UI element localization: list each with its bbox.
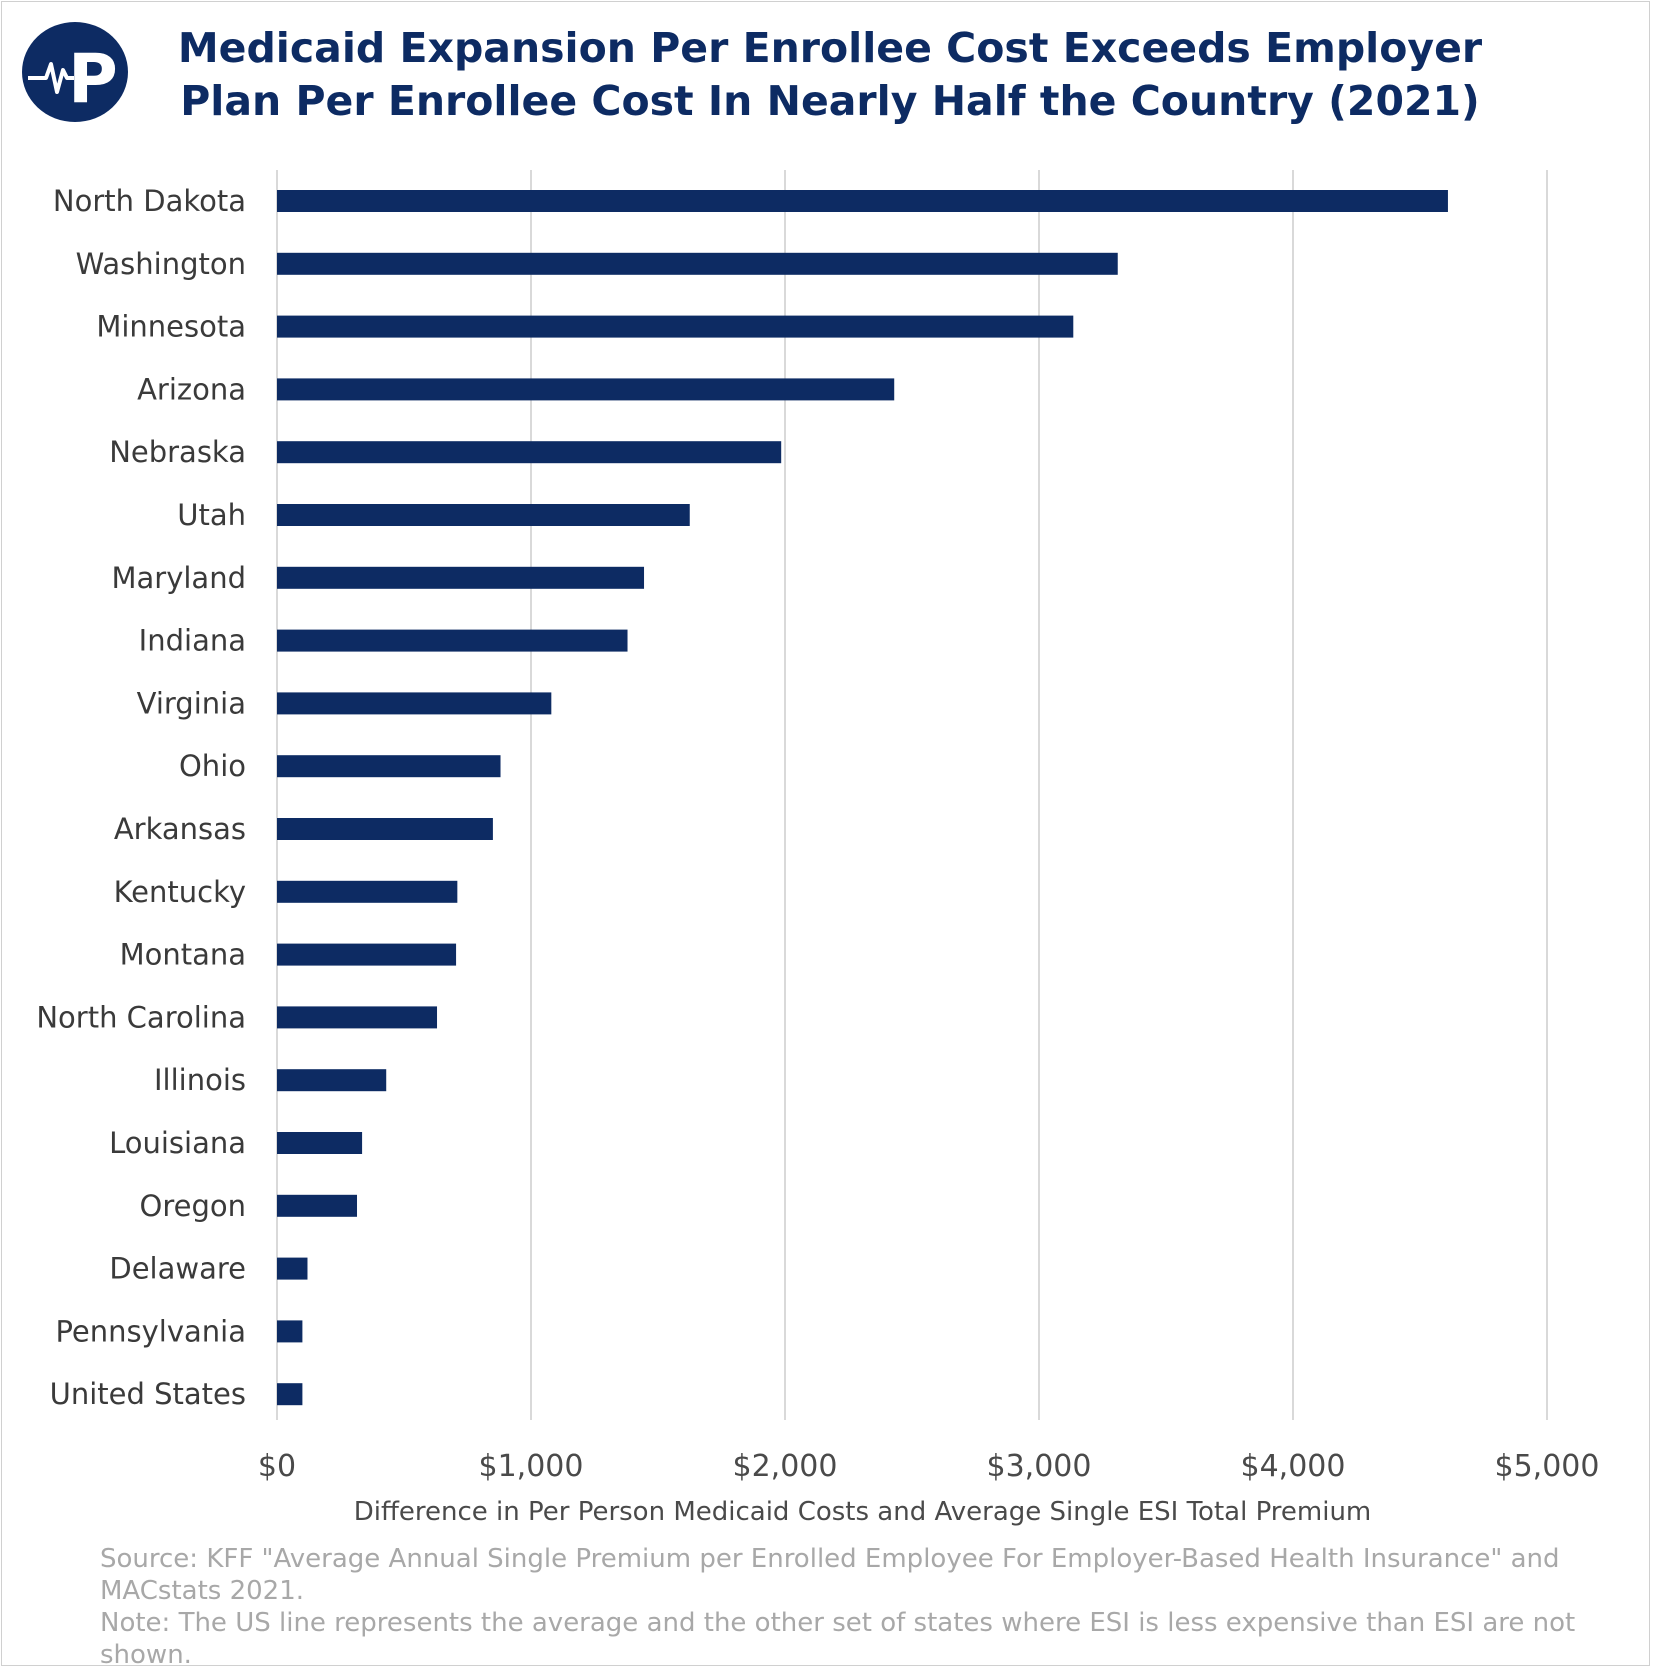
category-label: Oregon xyxy=(140,1189,246,1223)
category-label: Arizona xyxy=(137,372,246,406)
bar xyxy=(277,692,552,715)
category-label: Ohio xyxy=(179,749,246,783)
category-label: Louisiana xyxy=(109,1126,246,1160)
bar xyxy=(277,504,690,526)
bar xyxy=(277,880,458,903)
category-label: Maryland xyxy=(112,561,247,595)
category-label: Delaware xyxy=(109,1252,246,1286)
x-tick-label: $1,000 xyxy=(479,1449,584,1484)
category-label: Montana xyxy=(120,938,246,972)
bar xyxy=(277,1257,308,1280)
bar xyxy=(277,1194,358,1217)
bar xyxy=(277,818,493,840)
bar xyxy=(277,1320,303,1343)
bar xyxy=(277,441,782,464)
category-label: Utah xyxy=(177,498,246,532)
logo-letter: P xyxy=(68,40,118,119)
bar xyxy=(277,252,1118,275)
category-label: North Carolina xyxy=(36,1000,246,1034)
category-label: Illinois xyxy=(154,1063,246,1097)
chart-title-line-2: Plan Per Enrollee Cost In Nearly Half th… xyxy=(180,77,1480,125)
category-label: Kentucky xyxy=(114,875,246,909)
category-label: Arkansas xyxy=(114,812,246,846)
bar xyxy=(277,1069,387,1092)
x-axis-title-text: Difference in Per Person Medicaid Costs … xyxy=(353,1497,1372,1527)
bars xyxy=(277,190,1448,1406)
gridlines xyxy=(276,170,1548,1420)
category-label: Nebraska xyxy=(109,435,246,469)
x-axis-title: Difference in Per Person Medicaid Costs … xyxy=(0,1497,1653,1527)
bar xyxy=(277,315,1074,338)
bar xyxy=(277,629,628,652)
category-label: North Dakota xyxy=(53,184,246,218)
category-label: Minnesota xyxy=(96,310,246,344)
source-notes: Source: KFF "Average Annual Single Premi… xyxy=(100,1543,1640,1671)
x-tick-labels: $0 $1,000 $2,000 $3,000 $4,000 $5,000 xyxy=(258,1449,1600,1484)
chart-title: Medicaid Expansion Per Enrollee Cost Exc… xyxy=(170,22,1490,128)
x-tick-label: $0 xyxy=(258,1449,296,1484)
category-label: Pennsylvania xyxy=(55,1314,246,1348)
category-label: Washington xyxy=(76,247,246,281)
bar xyxy=(277,1132,363,1154)
x-tick-label: $5,000 xyxy=(1495,1449,1600,1484)
logo-icon: P xyxy=(22,22,128,122)
bar xyxy=(277,943,457,966)
category-label: Virginia xyxy=(137,686,246,720)
bar xyxy=(277,190,1448,212)
bar xyxy=(277,755,501,778)
bar-chart: North Dakota Washington Minnesota Arizona Ne… xyxy=(36,170,1600,1484)
category-label: Indiana xyxy=(139,624,246,658)
category-labels: North Dakota Washington Minnesota Arizona Ne… xyxy=(36,184,246,1411)
source-text: Source: KFF "Average Annual Single Premi… xyxy=(100,1544,1560,1606)
x-tick-label: $3,000 xyxy=(987,1449,1092,1484)
chart-title-line-1: Medicaid Expansion Per Enrollee Cost Exc… xyxy=(177,24,1483,72)
note-text: Note: The US line represents the average… xyxy=(100,1608,1576,1670)
bar xyxy=(277,378,895,401)
bar xyxy=(277,1006,438,1029)
bar xyxy=(277,566,645,589)
bar xyxy=(277,1383,303,1406)
x-tick-label: $4,000 xyxy=(1241,1449,1346,1484)
category-label: United States xyxy=(50,1377,246,1411)
x-tick-label: $2,000 xyxy=(733,1449,838,1484)
